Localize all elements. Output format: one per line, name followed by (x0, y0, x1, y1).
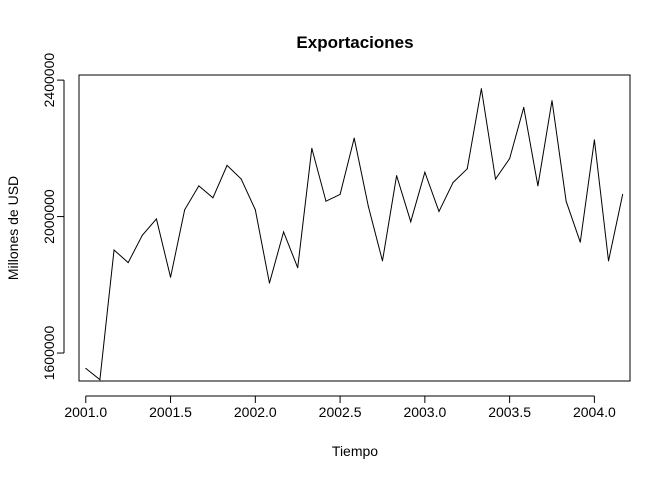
data-point (141, 234, 143, 236)
data-point (127, 262, 129, 264)
series-layer (85, 88, 624, 381)
data-point (198, 185, 200, 187)
data-point (579, 241, 581, 243)
data-point (297, 267, 299, 269)
series-line (85, 88, 624, 381)
data-point (339, 193, 341, 195)
data-point (311, 147, 313, 149)
data-point (155, 218, 157, 220)
data-point (99, 379, 101, 381)
data-point (565, 200, 567, 202)
data-point (396, 175, 398, 177)
x-tick-label: 2004.0 (573, 404, 616, 420)
data-point (113, 249, 115, 251)
data-point (424, 171, 426, 173)
data-point (410, 221, 412, 223)
data-point (170, 276, 172, 278)
x-tick-label: 2001.5 (149, 404, 192, 420)
data-point (608, 260, 610, 262)
y-axis-label: Millones de USD (5, 176, 21, 280)
data-point (353, 137, 355, 139)
data-point (85, 367, 87, 369)
data-point (184, 209, 186, 211)
data-point (537, 185, 539, 187)
data-point (254, 209, 256, 211)
x-tick-label: 2003.0 (403, 404, 446, 420)
x-axis: 2001.0 2001.5 2002.0 2002.5 2003.0 2003.5 2004… (64, 395, 616, 420)
data-point (240, 178, 242, 180)
data-point (367, 205, 369, 207)
x-axis-label: Tiempo (332, 443, 378, 459)
data-point (381, 260, 383, 262)
data-point (212, 197, 214, 199)
data-point (495, 178, 497, 180)
y-axis: 1600000 2000000 2400000 (41, 53, 65, 381)
y-tick-label: 2400000 (41, 53, 57, 108)
y-tick-label: 2000000 (41, 189, 57, 244)
data-point (593, 139, 595, 141)
data-point (466, 168, 468, 170)
data-point (509, 158, 511, 160)
chart-title: Exportaciones (296, 33, 413, 52)
data-point (551, 100, 553, 102)
data-point (325, 200, 327, 202)
data-point (283, 231, 285, 233)
x-tick-label: 2003.5 (488, 404, 531, 420)
x-tick-label: 2002.0 (234, 404, 277, 420)
data-point (452, 181, 454, 183)
data-point (622, 193, 624, 195)
y-tick-label: 1600000 (41, 326, 57, 381)
x-tick-label: 2001.0 (64, 404, 107, 420)
x-tick-label: 2002.5 (319, 404, 362, 420)
data-point (268, 282, 270, 284)
data-point (226, 164, 228, 166)
data-point (438, 210, 440, 212)
plot-frame (78, 74, 631, 382)
data-point (523, 106, 525, 108)
data-point (480, 88, 482, 90)
